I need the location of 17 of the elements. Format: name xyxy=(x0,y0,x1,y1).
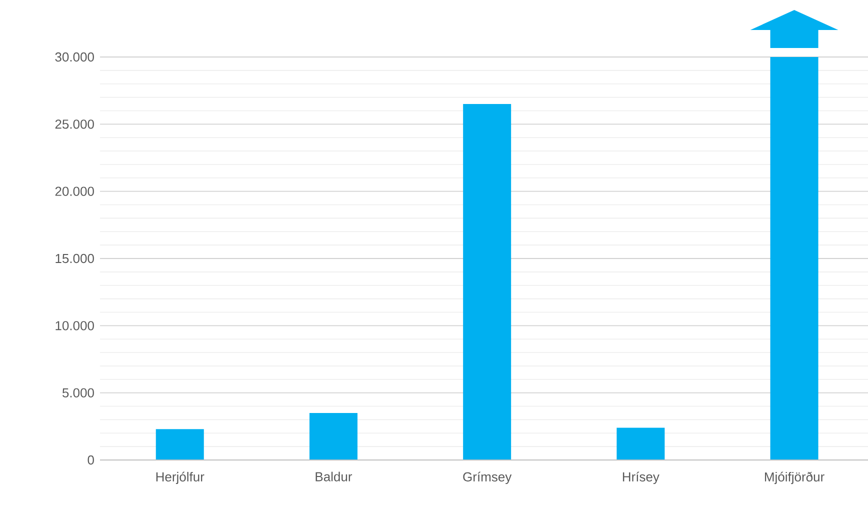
x-tick-label: Hrísey xyxy=(622,472,660,484)
y-tick-label: 25.000 xyxy=(55,120,94,129)
x-tick-label: Herjólfur xyxy=(156,472,204,484)
bar xyxy=(616,428,665,460)
y-tick-label: 15.000 xyxy=(56,254,94,264)
y-tick-label: 10.000 xyxy=(56,321,94,330)
bar xyxy=(309,412,358,460)
y-tick-label: 20.000 xyxy=(55,186,94,196)
bar xyxy=(156,429,204,460)
bar xyxy=(463,104,512,460)
y-tick-label: 30.000 xyxy=(55,52,94,62)
x-tick-label: Grímsey xyxy=(463,472,512,484)
x-tick-label: Baldur xyxy=(316,472,352,482)
y-tick-label: 0 xyxy=(88,455,94,465)
bar xyxy=(770,57,818,460)
x-tick-label: Mjóifjörður xyxy=(764,472,824,484)
y-tick-label: 5.000 xyxy=(62,388,94,398)
